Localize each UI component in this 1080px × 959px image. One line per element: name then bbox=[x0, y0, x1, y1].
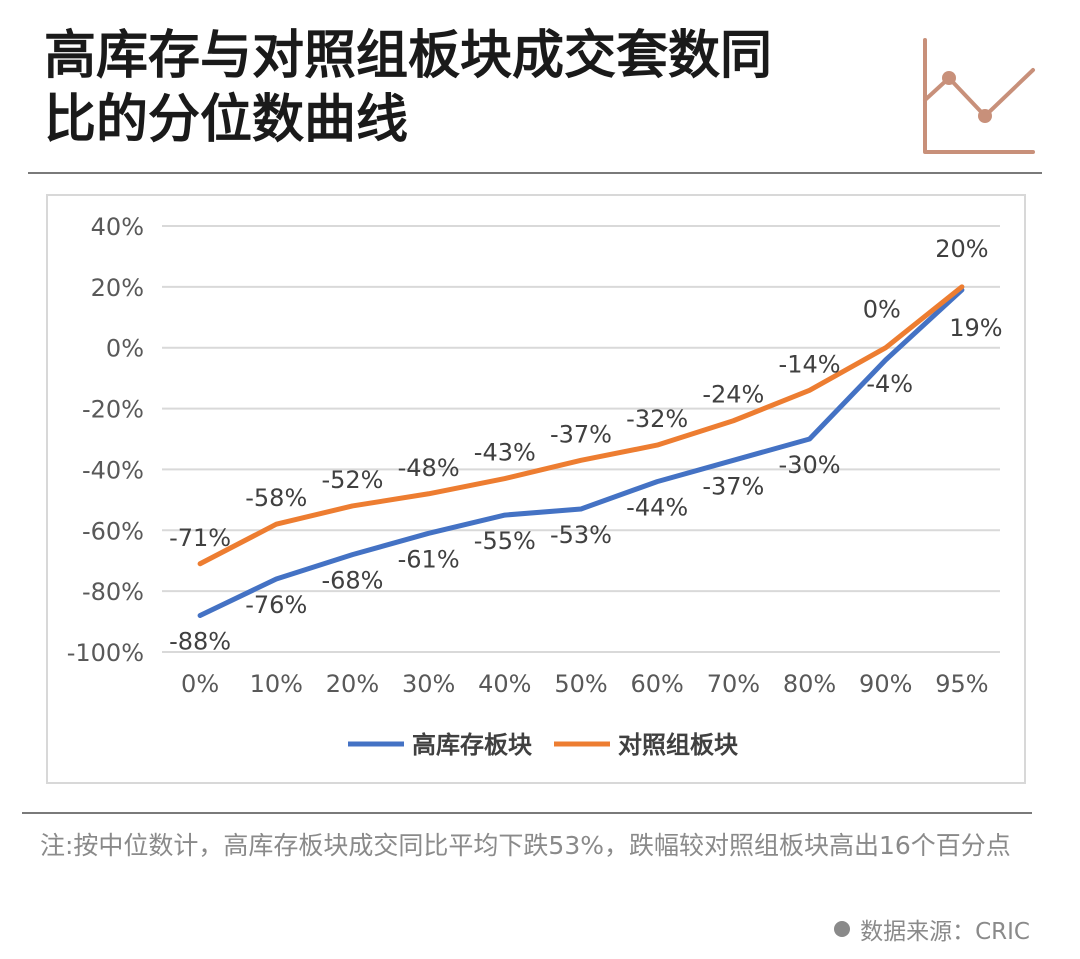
data-label: -43% bbox=[474, 439, 536, 467]
data-label: -30% bbox=[779, 451, 841, 479]
y-tick-label: 0% bbox=[106, 335, 144, 363]
x-tick-label: 0% bbox=[181, 670, 219, 698]
title-divider bbox=[28, 172, 1042, 174]
y-tick-label: -80% bbox=[82, 578, 144, 606]
y-tick-label: -20% bbox=[82, 396, 144, 424]
title-line-1: 高库存与对照组板块成交套数同 bbox=[44, 26, 773, 86]
line-chart-icon bbox=[923, 38, 1035, 154]
y-tick-label: -40% bbox=[82, 456, 144, 484]
data-label: -44% bbox=[626, 494, 688, 522]
line-chart: 40% 20% 0% -20% -40% -60% -80% -100% 0% 10% 20% 30%… bbox=[67, 213, 1003, 759]
x-tick-label: 70% bbox=[707, 670, 760, 698]
series-line-1 bbox=[197, 284, 965, 567]
x-tick-label: 30% bbox=[402, 670, 455, 698]
legend-label-0: 高库存板块 bbox=[412, 731, 532, 759]
x-tick-label: 20% bbox=[326, 670, 379, 698]
data-label: -58% bbox=[245, 484, 307, 512]
y-tick-label: 40% bbox=[91, 213, 144, 241]
source-text: 数据来源：CRIC bbox=[860, 919, 1030, 945]
data-label: -4% bbox=[866, 370, 913, 398]
x-tick-label: 10% bbox=[250, 670, 303, 698]
data-label: -71% bbox=[169, 524, 231, 552]
x-tick-label: 60% bbox=[631, 670, 684, 698]
data-label: -32% bbox=[626, 405, 688, 433]
data-label: 19% bbox=[949, 314, 1002, 342]
y-tick-label: -60% bbox=[82, 517, 144, 545]
x-tick-label: 50% bbox=[554, 670, 607, 698]
data-label: -37% bbox=[702, 472, 764, 500]
footer-divider bbox=[22, 812, 1032, 814]
data-label: -24% bbox=[702, 381, 764, 409]
y-tick-label: -100% bbox=[67, 639, 144, 667]
data-label: -76% bbox=[245, 591, 307, 619]
chart-container: 40% 20% 0% -20% -40% -60% -80% -100% 0% 10% 20% 30%… bbox=[46, 194, 1026, 784]
data-label: -48% bbox=[398, 454, 460, 482]
legend-label-1: 对照组板块 bbox=[618, 731, 738, 759]
y-tick-label: 20% bbox=[91, 274, 144, 302]
x-tick-label: 80% bbox=[783, 670, 836, 698]
data-label: -37% bbox=[550, 420, 612, 448]
data-label: -52% bbox=[321, 466, 383, 494]
data-label: -88% bbox=[169, 627, 231, 655]
footnote: 注:按中位数计，高库存板块成交同比平均下跌53%，跌幅较对照组板块高出16个百分… bbox=[40, 831, 1011, 860]
data-label: -14% bbox=[779, 350, 841, 378]
data-label: -61% bbox=[398, 545, 460, 573]
series-line-0 bbox=[197, 287, 965, 618]
title-line-2: 比的分位数曲线 bbox=[44, 90, 409, 150]
source-line: 数据来源：CRIC bbox=[834, 912, 1030, 946]
x-tick-label: 90% bbox=[859, 670, 912, 698]
x-tick-label: 95% bbox=[935, 670, 988, 698]
data-label: 20% bbox=[935, 235, 988, 263]
data-label: -68% bbox=[321, 567, 383, 595]
data-label: 0% bbox=[863, 296, 901, 324]
data-label: -53% bbox=[550, 521, 612, 549]
page-title: 高库存与对照组板块成交套数同 比的分位数曲线 bbox=[44, 24, 864, 152]
data-label: -55% bbox=[474, 527, 536, 555]
x-tick-label: 40% bbox=[478, 670, 531, 698]
source-dot-icon bbox=[834, 921, 851, 937]
